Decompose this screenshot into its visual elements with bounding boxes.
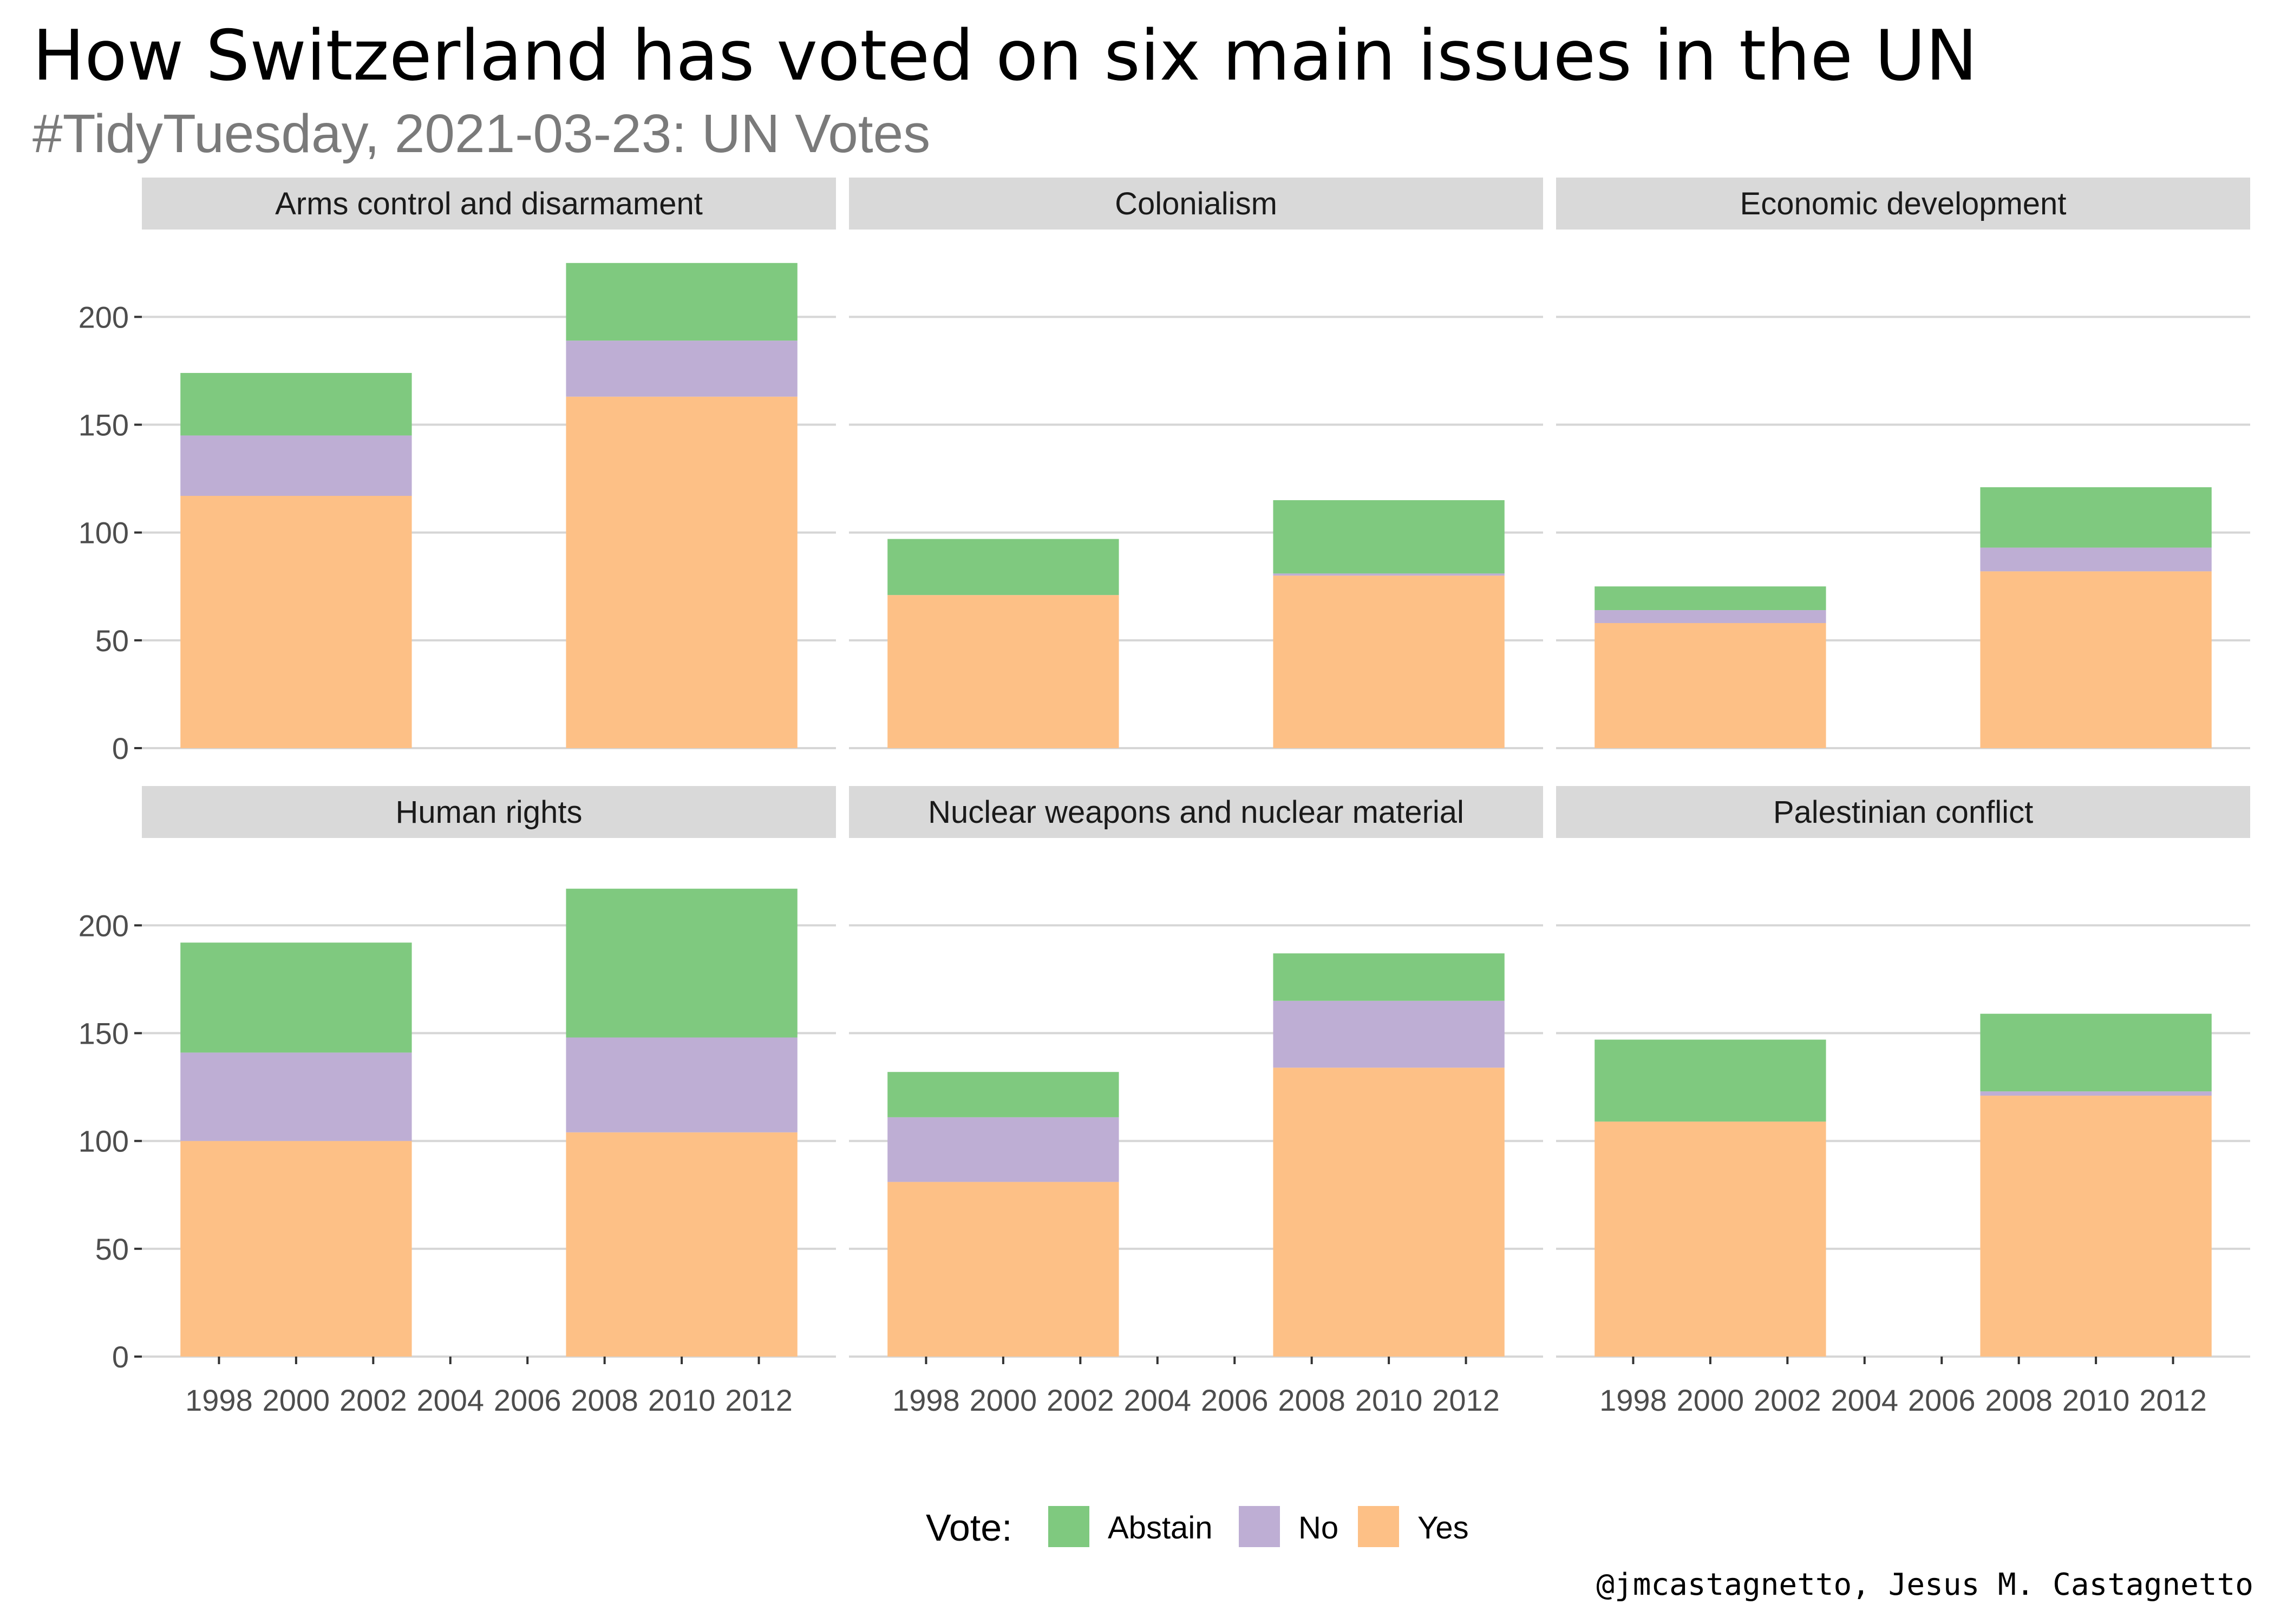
facet-strip: [849, 178, 1543, 230]
facet-title: Nuclear weapons and nuclear material: [928, 795, 1464, 830]
x-tick-label: 2012: [1432, 1383, 1500, 1417]
x-tick-label: 2002: [339, 1383, 407, 1417]
bar-abstain-2010: [1980, 1013, 2212, 1092]
bar-abstain-2000: [1595, 1039, 1826, 1122]
chart-caption: @jmcastagnetto, Jesus M. Castagnetto: [1596, 1567, 2253, 1602]
bar-yes-2010: [566, 1132, 798, 1357]
x-tick-label: 2012: [2139, 1383, 2207, 1417]
x-tick-label: 2008: [1985, 1383, 2053, 1417]
legend-swatch-no: [1239, 1506, 1280, 1547]
x-tick-label: 2004: [416, 1383, 484, 1417]
bar-yes-2000: [1595, 1121, 1826, 1357]
x-tick-label: 1998: [1599, 1383, 1667, 1417]
panel-colonialism: Colonialism: [849, 178, 1543, 749]
y-tick-label: 100: [79, 1124, 129, 1158]
x-tick-label: 2006: [1908, 1383, 1976, 1417]
bar-no-2010: [1980, 1091, 2212, 1096]
y-tick-label: 50: [95, 624, 129, 658]
x-tick-label: 2010: [1355, 1383, 1423, 1417]
x-tick-label: 2000: [263, 1383, 330, 1417]
x-tick-label: 2006: [1201, 1383, 1269, 1417]
bar-no-2010: [1980, 547, 2212, 572]
panel-arms-control-and-disarmament: Arms control and disarmament 0 50 100 150 200: [79, 178, 836, 765]
chart-title: How Switzerland has voted on six main is…: [32, 16, 1978, 96]
facet-title: Colonialism: [1115, 186, 1277, 221]
bar-no-2000: [887, 1117, 1119, 1182]
legend-label-no: No: [1298, 1510, 1338, 1546]
bar-yes-2000: [180, 495, 412, 748]
bar-abstain-2010: [1273, 953, 1505, 1001]
bar-no-2000: [180, 435, 412, 496]
bar-abstain-2010: [566, 263, 798, 341]
bar-yes-2000: [1595, 623, 1826, 748]
bar-yes-2000: [180, 1141, 412, 1357]
bar-yes-2010: [1980, 1096, 2212, 1357]
y-tick-label: 200: [79, 908, 129, 942]
bar-yes-2000: [887, 595, 1119, 748]
legend-title: Vote:: [926, 1507, 1012, 1549]
x-tick-label: 2002: [1047, 1383, 1114, 1417]
facet-title: Human rights: [396, 795, 583, 830]
facet-strip: [1556, 786, 2250, 838]
bar-abstain-2000: [180, 942, 412, 1053]
facet-strip: [142, 786, 836, 838]
x-tick-label: 2004: [1123, 1383, 1191, 1417]
chart-subtitle: #TidyTuesday, 2021-03-23: UN Votes: [32, 103, 931, 164]
facet-title: Economic development: [1740, 186, 2067, 221]
facet-strip: [849, 786, 1543, 838]
x-tick-label: 2012: [725, 1383, 793, 1417]
x-tick-label: 2010: [2062, 1383, 2130, 1417]
bar-abstain-2000: [1595, 586, 1826, 611]
x-tick-label: 1998: [185, 1383, 253, 1417]
y-tick-label: 50: [95, 1232, 129, 1266]
y-tick-label: 150: [79, 408, 129, 442]
bar-yes-2000: [887, 1182, 1119, 1357]
facet-title: Arms control and disarmament: [275, 186, 703, 221]
x-tick-label: 1998: [892, 1383, 960, 1417]
y-tick-label: 200: [79, 300, 129, 334]
legend: Vote: Abstain No Yes: [926, 1506, 1469, 1549]
x-tick-label: 2000: [970, 1383, 1037, 1417]
x-tick-label: 2006: [494, 1383, 561, 1417]
bar-no-2000: [1595, 610, 1826, 623]
panel-economic-development: Economic development: [1556, 178, 2250, 749]
bar-no-2010: [1273, 573, 1505, 576]
x-tick-label: 2000: [1677, 1383, 1744, 1417]
bar-abstain-2010: [566, 888, 798, 1038]
bar-yes-2010: [1273, 1068, 1505, 1357]
facet-title: Palestinian conflict: [1773, 795, 2033, 830]
bar-no-2010: [566, 1037, 798, 1132]
bar-yes-2010: [566, 396, 798, 748]
bar-yes-2010: [1980, 571, 2212, 748]
legend-swatch-yes: [1358, 1506, 1399, 1547]
legend-label-abstain: Abstain: [1108, 1510, 1212, 1546]
x-tick-label: 2008: [571, 1383, 638, 1417]
y-tick-label: 100: [79, 516, 129, 550]
bar-abstain-2000: [887, 1072, 1119, 1117]
bar-abstain-2010: [1980, 487, 2212, 548]
bar-no-2010: [566, 340, 798, 397]
legend-label-yes: Yes: [1417, 1510, 1469, 1546]
facet-strip: [1556, 178, 2250, 230]
x-tick-label: 2008: [1278, 1383, 1345, 1417]
y-tick-label: 0: [112, 1340, 129, 1374]
bar-no-2010: [1273, 1000, 1505, 1068]
panel-human-rights: Human rights 0 50 100 150 200 1998 2000 2002 2004…: [79, 786, 836, 1417]
bar-abstain-2000: [180, 372, 412, 436]
y-tick-label: 150: [79, 1017, 129, 1051]
y-tick-label: 0: [112, 731, 129, 765]
x-tick-label: 2002: [1754, 1383, 1821, 1417]
bar-no-2000: [180, 1052, 412, 1141]
legend-swatch-abstain: [1048, 1506, 1089, 1547]
facet-strip: [142, 178, 836, 230]
panel-palestinian-conflict: Palestinian conflict 1998 2000 2002 2004 2006…: [1556, 786, 2250, 1417]
bar-abstain-2000: [887, 539, 1119, 595]
bar-yes-2010: [1273, 575, 1505, 748]
panel-nuclear-weapons-and-nuclear-material: Nuclear weapons and nuclear material 1998…: [849, 786, 1543, 1417]
x-tick-label: 2004: [1831, 1383, 1898, 1417]
bar-abstain-2010: [1273, 500, 1505, 574]
x-tick-label: 2010: [648, 1383, 716, 1417]
